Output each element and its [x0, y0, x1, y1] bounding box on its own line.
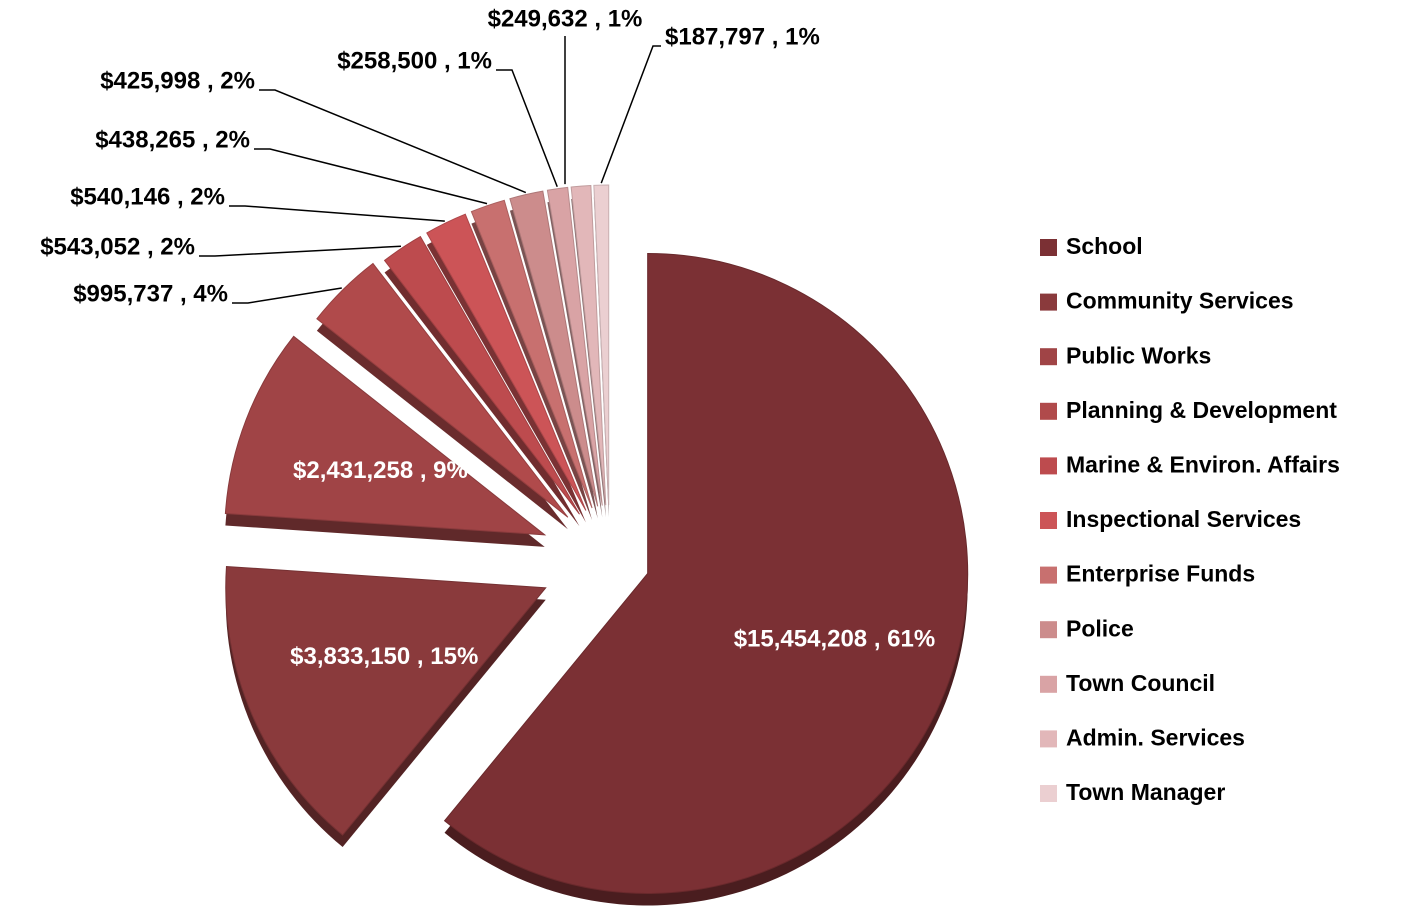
legend-swatch — [1040, 512, 1057, 529]
data-label: $540,146 , 2% — [70, 183, 225, 210]
slice-side — [509, 203, 598, 519]
legend-label: Marine & Environ. Affairs — [1066, 451, 1340, 477]
legend-label: School — [1066, 233, 1143, 259]
legend-label: Town Council — [1066, 670, 1215, 696]
data-label: $249,632 , 1% — [488, 5, 643, 32]
legend-label: Enterprise Funds — [1066, 561, 1255, 587]
slice — [470, 199, 593, 509]
data-label: $995,737 , 4% — [73, 280, 228, 307]
legend-label: Public Works — [1066, 342, 1211, 368]
legend-label: Community Services — [1066, 288, 1294, 314]
data-label: $258,500 , 1% — [337, 47, 492, 74]
slice — [224, 335, 547, 536]
legend-label: Town Manager — [1066, 779, 1225, 805]
slice — [316, 262, 569, 518]
data-label: $543,052 , 2% — [40, 233, 195, 260]
slice — [225, 565, 547, 836]
slice — [426, 213, 587, 511]
legend-swatch — [1040, 566, 1057, 584]
legend-swatch — [1040, 402, 1057, 420]
slice — [546, 186, 603, 506]
slice-side — [571, 197, 606, 518]
legend-label: Inspectional Services — [1066, 506, 1301, 532]
legend-label: Admin. Services — [1066, 724, 1245, 750]
slice — [383, 235, 580, 515]
legend-label: Planning & Development — [1066, 397, 1337, 423]
legend-swatch — [1040, 457, 1057, 475]
data-label: $2,431,258 , 9% — [293, 457, 468, 484]
leader-line — [259, 89, 527, 194]
legend-label: Police — [1066, 615, 1134, 641]
slice — [570, 184, 607, 506]
slice — [443, 252, 969, 894]
data-label: $3,833,150 , 15% — [290, 643, 478, 670]
slice — [593, 184, 610, 506]
data-label: $187,797 , 1% — [665, 23, 820, 50]
slice — [509, 190, 599, 507]
leader-line — [600, 45, 661, 184]
slice-side — [547, 199, 603, 518]
data-label: $438,265 , 2% — [95, 126, 250, 153]
legend-swatch — [1040, 675, 1057, 693]
leader-line — [229, 205, 445, 222]
legend-swatch — [1040, 785, 1057, 802]
legend-swatch — [1040, 348, 1057, 366]
leader-line — [199, 245, 402, 257]
legend-swatch — [1040, 239, 1057, 256]
legend-swatch — [1040, 293, 1057, 311]
data-label: $15,454,208 , 61% — [734, 626, 936, 653]
leader-line — [496, 69, 558, 187]
leader-line — [232, 287, 342, 304]
leader-line — [254, 148, 488, 205]
legend-swatch — [1040, 621, 1057, 639]
legend-swatch — [1040, 730, 1057, 748]
data-label: $425,998 , 2% — [100, 67, 255, 94]
slice-side — [471, 212, 593, 521]
